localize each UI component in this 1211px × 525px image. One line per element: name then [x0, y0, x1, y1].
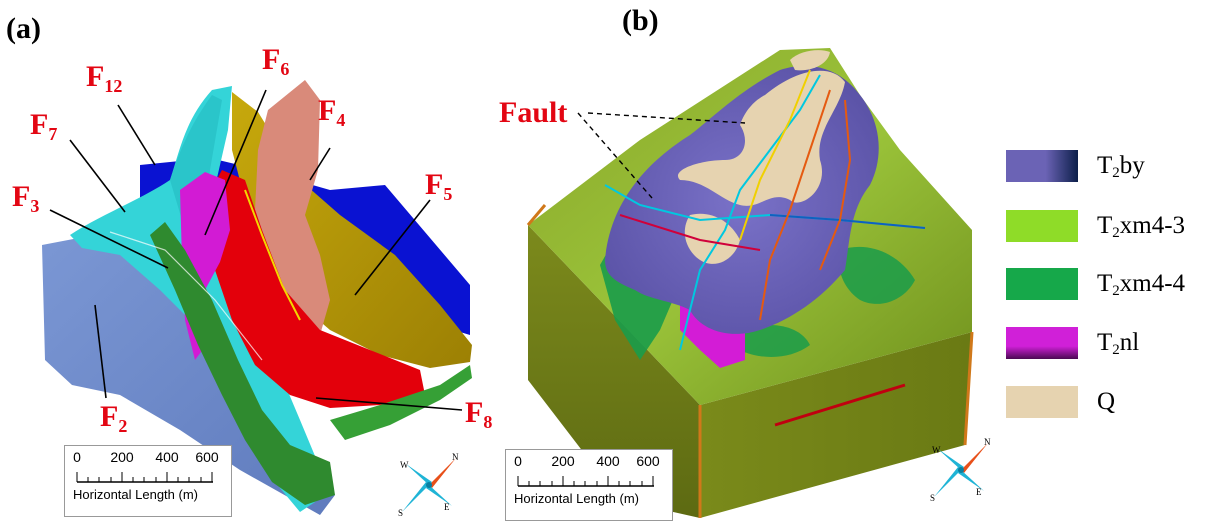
scale-bar-ruler — [517, 476, 654, 487]
scale-bar-a: 0 200 400 600 Horizontal Length (m) — [64, 445, 232, 517]
fault-callout-label: Fault — [499, 96, 568, 129]
scale-tick-label: 200 — [110, 449, 134, 465]
compass-n: N — [452, 452, 459, 462]
fault-model-3d — [42, 80, 472, 515]
compass-rose-a: W N S E — [394, 450, 464, 520]
fault-label-f4: F4 — [318, 94, 346, 130]
fault-ridge-line — [244, 189, 301, 321]
compass-icon: W N S E — [398, 452, 459, 518]
scale-bar-caption: Horizontal Length (m) — [514, 491, 639, 506]
fault-label-letter: F — [100, 400, 119, 433]
unit-xm4-4 — [838, 246, 915, 304]
panel-a-label: (a) — [6, 12, 41, 45]
scale-bar-ruler — [76, 472, 213, 483]
fault-label-index: 6 — [280, 59, 290, 79]
compass-n: N — [984, 437, 991, 447]
fault-label-letter: F — [30, 108, 49, 141]
legend-label: T2by — [1097, 152, 1145, 181]
compass-w: W — [400, 460, 409, 470]
geological-block-3d — [526, 48, 974, 518]
scale-bar-caption: Horizontal Length (m) — [73, 487, 198, 502]
scale-tick-label: 0 — [73, 449, 81, 465]
fault-label-letter: F — [318, 94, 337, 127]
fault-label-letter: F — [262, 43, 281, 76]
fault-label-index: 3 — [30, 196, 40, 216]
unit-q — [790, 50, 830, 71]
fault-label-letter: F — [425, 168, 444, 201]
block-side-right — [700, 332, 972, 518]
compass-icon: W N S E — [930, 437, 991, 503]
legend-swatch — [1006, 268, 1078, 300]
compass-e: E — [976, 487, 982, 497]
compass-rose-b: W N S E — [926, 435, 996, 505]
scale-tick-label: 400 — [596, 453, 620, 469]
scale-tick-label: 400 — [155, 449, 179, 465]
fault-leader-lines — [49, 89, 463, 411]
legend-swatch — [1006, 150, 1078, 182]
panel-b-label: (b) — [622, 4, 659, 37]
fault-label-f3: F3 — [12, 180, 40, 216]
fault-surface-green — [150, 222, 335, 505]
compass-w: W — [932, 445, 941, 455]
fault-callout-lines — [577, 112, 746, 199]
compass-e: E — [444, 502, 450, 512]
fault-surface-red — [200, 170, 425, 408]
unit-xm4-4 — [740, 325, 810, 357]
fault-label-index: 12 — [104, 76, 123, 96]
fault-label-letter: F — [465, 396, 484, 429]
fault-label-index: 2 — [118, 416, 128, 436]
fault-label-index: 7 — [48, 124, 58, 144]
fault-label-f6: F6 — [262, 43, 290, 79]
fault-label-f5: F5 — [425, 168, 453, 204]
scale-tick-label: 600 — [195, 449, 219, 465]
fault-label-letter: F — [12, 180, 31, 213]
fault-surface-gold — [232, 92, 472, 368]
scale-tick-label: 200 — [551, 453, 575, 469]
fault-label-letter: F — [86, 60, 105, 93]
legend-label: T2xm4-4 — [1097, 270, 1186, 299]
fault-label-f7: F7 — [30, 108, 58, 144]
scale-bar-b: 0 200 400 600 Horizontal Length (m) — [505, 449, 673, 521]
compass-s: S — [398, 508, 403, 518]
legend-swatch — [1006, 210, 1078, 242]
scale-tick-label: 0 — [514, 453, 522, 469]
fault-ridge-line — [109, 231, 263, 361]
legend-label: T2xm4-3 — [1097, 212, 1186, 241]
legend-label: Q — [1097, 388, 1116, 415]
legend-swatch — [1006, 327, 1078, 359]
scale-tick-label: 600 — [636, 453, 660, 469]
fault-label-index: 4 — [336, 110, 346, 130]
compass-s: S — [930, 493, 935, 503]
fault-traces — [604, 69, 926, 427]
block-side-left — [528, 225, 700, 518]
fault-surface-green-lobe — [330, 365, 472, 440]
fault-label-index: 8 — [483, 412, 493, 432]
fault-label-f2: F2 — [100, 400, 128, 436]
fault-label-f12: F12 — [86, 60, 123, 96]
legend-swatch — [1006, 386, 1078, 418]
legend-label: T2nl — [1097, 329, 1140, 358]
fault-label-f8: F8 — [465, 396, 493, 432]
block-edge — [526, 204, 974, 518]
fault-label-index: 5 — [443, 184, 453, 204]
